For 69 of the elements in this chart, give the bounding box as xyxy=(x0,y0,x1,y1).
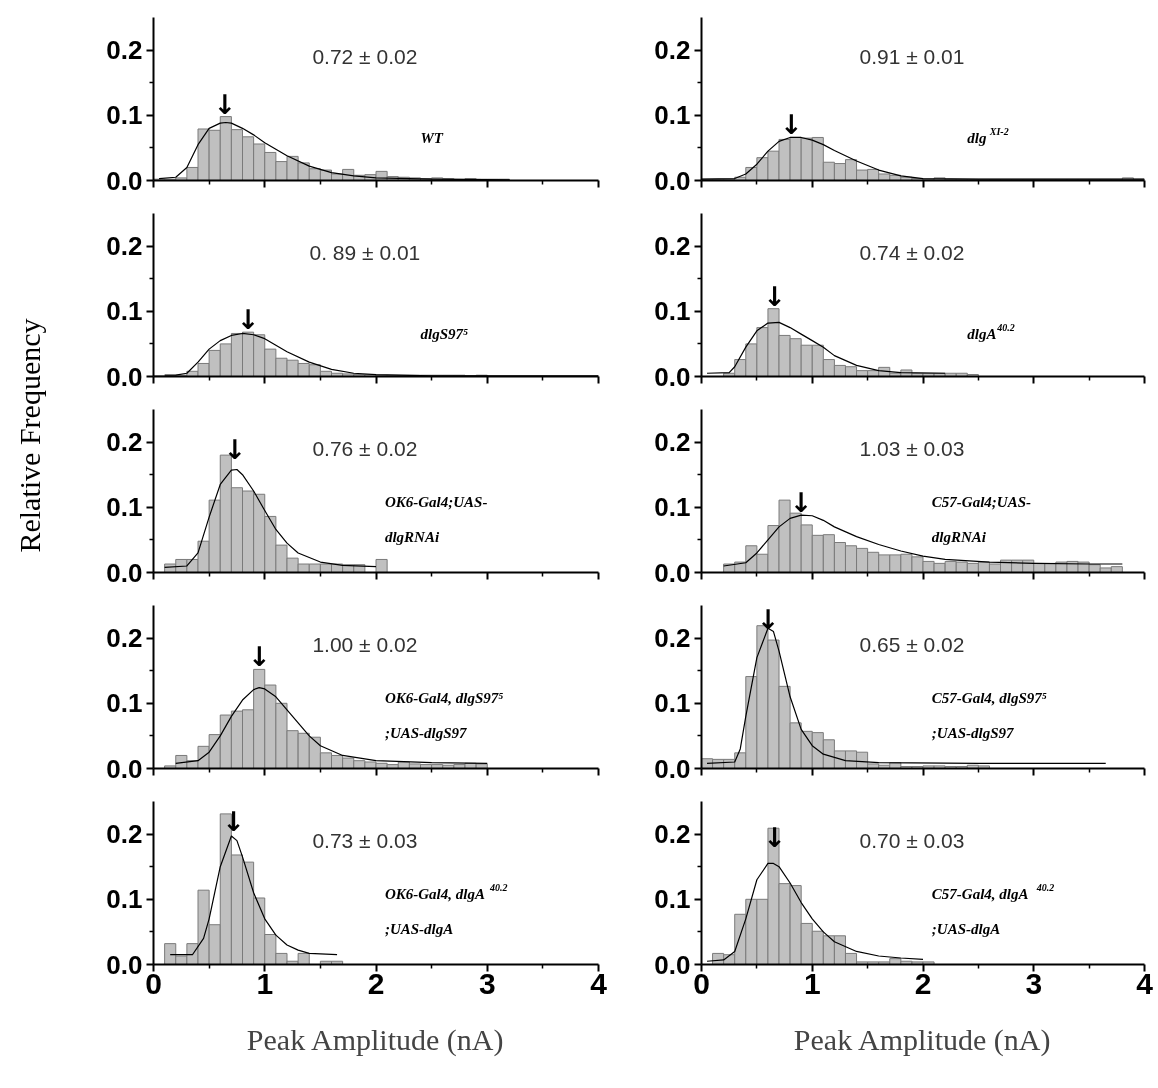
annotation: WT xyxy=(420,130,444,147)
annotation: 0.91 ± 0.01 xyxy=(859,45,965,69)
annotation: 0.72 ± 0.02 xyxy=(312,45,418,69)
y-tick-label: 0.1 xyxy=(106,884,143,915)
y-tick-label: 0.1 xyxy=(654,884,691,915)
annotation: 0.70 ± 0.03 xyxy=(859,829,965,853)
x-axis-title: Peak Amplitude (nA) xyxy=(246,1022,504,1057)
y-tick-label: 0.0 xyxy=(654,361,691,392)
y-tick-label: 0.2 xyxy=(654,623,691,654)
x-tick-label: 1 xyxy=(803,966,821,1000)
y-tick-label: 0.1 xyxy=(654,100,691,131)
y-tick-label: 0.1 xyxy=(106,688,143,719)
y-tick-label: 0.1 xyxy=(654,688,691,719)
x-tick-label: 0 xyxy=(145,966,162,1000)
y-tick-label: 0.2 xyxy=(654,231,691,262)
y-tick-label: 0.1 xyxy=(106,296,143,327)
y-tick-label: 0.2 xyxy=(654,35,691,66)
y-tick-label: 0.0 xyxy=(106,949,143,980)
text: OK6-Gal4, dlgS97⁵ ;UAS-dlgS97 xyxy=(384,690,504,741)
y-tick-label: 0.0 xyxy=(654,165,691,196)
x-tick-label: 0 xyxy=(693,966,710,1000)
annotation: 0. 89 ± 0.01 xyxy=(309,241,421,265)
annotation: ↓ xyxy=(213,88,237,120)
x-tick-label: 3 xyxy=(478,966,496,1000)
y-axis-title: Relative Frequency xyxy=(13,318,46,553)
annotation: 0.76 ± 0.02 xyxy=(312,437,418,461)
y-tick-label: 0.2 xyxy=(106,623,143,654)
annotation: 0.73 ± 0.03 xyxy=(312,829,418,853)
y-tick-label: 0.2 xyxy=(106,231,143,262)
y-tick-label: 0.0 xyxy=(106,557,143,588)
y-tick-label: 0.0 xyxy=(654,753,691,784)
y-tick-label: 0.0 xyxy=(106,361,143,392)
text: C57-Gal4;UAS- dlgRNAi xyxy=(931,494,1032,545)
annotation: 0.74 ± 0.02 xyxy=(859,241,965,265)
y-tick-label: 0.2 xyxy=(106,819,143,850)
annotation: ↓ xyxy=(763,280,786,312)
annotation: ↓ xyxy=(222,806,245,838)
annotation: ↓ xyxy=(789,487,813,519)
annotation: ↓ xyxy=(247,641,271,673)
annotation: 1.03 ± 0.03 xyxy=(859,437,965,461)
y-tick-label: 0.0 xyxy=(654,557,691,588)
x-tick-label: 3 xyxy=(1025,966,1043,1000)
annotation: ↓ xyxy=(763,822,786,854)
text: OK6-Gal4;UAS- dlgRNAi xyxy=(384,494,488,545)
annotation: 1.00 ± 0.02 xyxy=(312,633,418,657)
x-tick-label: 1 xyxy=(256,966,274,1000)
y-tick-label: 0.0 xyxy=(106,165,143,196)
y-tick-label: 0.1 xyxy=(106,100,143,131)
annotation: ↓ xyxy=(236,304,260,336)
y-tick-label: 0.2 xyxy=(654,819,691,850)
annotation: ↓ xyxy=(779,109,803,141)
annotation: ↓ xyxy=(756,604,780,636)
x-tick-label: 2 xyxy=(367,966,385,1000)
x-tick-label: 4 xyxy=(590,966,608,1000)
y-tick-label: 0.2 xyxy=(106,35,143,66)
annotation: 0.65 ± 0.02 xyxy=(859,633,965,657)
y-tick-label: 0.1 xyxy=(654,296,691,327)
y-tick-label: 0.0 xyxy=(106,753,143,784)
x-axis-title: Peak Amplitude (nA) xyxy=(793,1022,1051,1057)
x-tick-label: 4 xyxy=(1136,966,1154,1000)
x-tick-label: 2 xyxy=(914,966,932,1000)
y-tick-label: 0.1 xyxy=(106,492,143,523)
y-tick-label: 0.0 xyxy=(654,949,691,980)
y-tick-label: 0.2 xyxy=(106,427,143,458)
y-tick-label: 0.2 xyxy=(654,427,691,458)
y-tick-label: 0.1 xyxy=(654,492,691,523)
text: C57-Gal4, dlgS97⁵ ;UAS-dlgS97 xyxy=(931,690,1048,741)
annotation: dlgS97⁵ xyxy=(420,326,469,343)
annotation: ↓ xyxy=(223,433,247,465)
